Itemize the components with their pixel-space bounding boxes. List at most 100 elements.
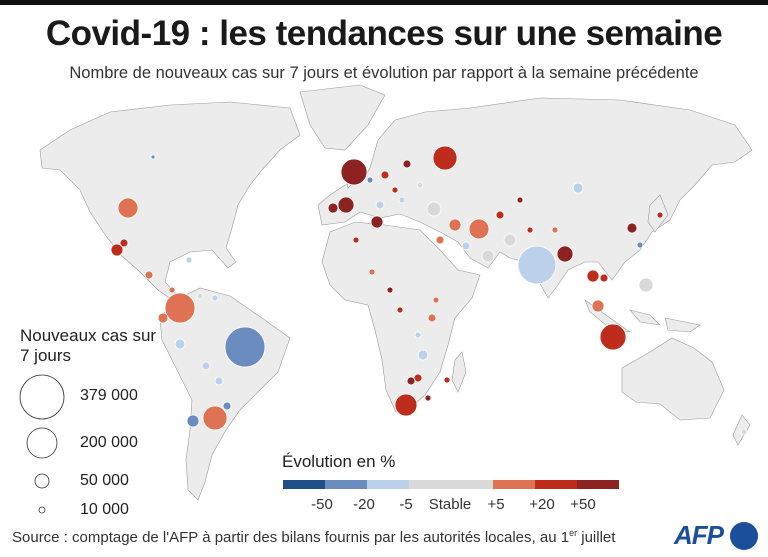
color-legend-swatch bbox=[367, 480, 409, 489]
country-bubble bbox=[406, 376, 416, 386]
country-bubble bbox=[110, 243, 124, 257]
color-legend-label: -50 bbox=[311, 496, 333, 513]
greenland bbox=[299, 84, 386, 151]
source-note: Source : comptage de l'AFP à partir des … bbox=[12, 528, 615, 546]
top-bar bbox=[0, 0, 768, 5]
country-bubble bbox=[461, 241, 471, 251]
source-suffix: juillet bbox=[577, 529, 616, 546]
country-bubble bbox=[432, 296, 440, 304]
country-bubble bbox=[164, 292, 196, 324]
size-legend-circle bbox=[34, 473, 50, 489]
country-bubble bbox=[417, 349, 429, 361]
country-bubble bbox=[174, 338, 186, 350]
country-bubble bbox=[119, 238, 129, 248]
color-legend-label: +20 bbox=[529, 496, 555, 513]
afp-logo: AFP bbox=[674, 520, 724, 550]
country-bubble bbox=[426, 201, 442, 217]
country-bubble bbox=[468, 218, 490, 240]
country-bubble bbox=[432, 145, 458, 171]
country-bubble bbox=[636, 241, 644, 249]
country-bubble bbox=[556, 245, 574, 263]
color-legend-swatch bbox=[577, 480, 619, 489]
country-bubble bbox=[340, 158, 368, 186]
color-legend-title: Évolution en % bbox=[282, 452, 396, 471]
country-bubble bbox=[424, 394, 432, 402]
country-bubble bbox=[740, 428, 748, 436]
color-legend-label: +5 bbox=[487, 496, 505, 513]
country-bubble bbox=[211, 294, 219, 302]
color-legend-label: +50 bbox=[570, 496, 596, 513]
country-bubble bbox=[394, 393, 418, 417]
country-bubble bbox=[396, 306, 404, 314]
color-legend-swatch bbox=[535, 480, 577, 489]
country-bubble bbox=[599, 273, 609, 283]
africa bbox=[321, 221, 481, 413]
color-legend-label: -5 bbox=[399, 496, 413, 513]
color-legend-swatch bbox=[493, 480, 535, 489]
country-bubble bbox=[196, 292, 204, 300]
eurasia bbox=[317, 97, 753, 299]
source-text: Source : comptage de l'AFP à partir des … bbox=[12, 529, 570, 546]
country-bubble bbox=[150, 154, 156, 160]
color-legend-swatch bbox=[409, 480, 493, 489]
country-bubble bbox=[448, 218, 462, 232]
country-bubble bbox=[117, 197, 139, 219]
country-bubble bbox=[214, 376, 224, 386]
country-bubble bbox=[391, 186, 399, 194]
country-bubble bbox=[435, 235, 445, 245]
australia bbox=[621, 337, 725, 421]
country-bubble bbox=[599, 323, 627, 351]
country-bubble bbox=[368, 268, 376, 276]
page-title: Covid-19 : les tendances sur une semaine bbox=[45, 14, 723, 53]
country-bubble bbox=[157, 312, 169, 324]
country-bubble bbox=[656, 211, 664, 219]
country-bubble bbox=[626, 222, 638, 234]
size-legend-circle bbox=[26, 427, 58, 459]
country-bubble bbox=[337, 196, 355, 214]
color-legend-label: -20 bbox=[353, 496, 375, 513]
country-bubble bbox=[427, 313, 437, 323]
country-bubble bbox=[503, 233, 517, 247]
country-bubble bbox=[370, 215, 384, 229]
country-bubble bbox=[352, 236, 360, 244]
size-legend-circle bbox=[19, 374, 65, 420]
country-bubble bbox=[222, 401, 232, 411]
size-legend-label: 379 000 bbox=[80, 387, 138, 404]
country-bubble bbox=[202, 405, 228, 431]
country-bubble bbox=[224, 326, 266, 368]
country-bubble bbox=[375, 200, 385, 210]
north-america bbox=[39, 101, 301, 303]
country-bubble bbox=[201, 361, 211, 371]
country-bubble bbox=[386, 286, 394, 294]
size-legend-label: 10 000 bbox=[80, 501, 129, 518]
country-bubble bbox=[144, 270, 154, 280]
color-legend-label: Stable bbox=[428, 496, 472, 513]
country-bubble bbox=[517, 245, 557, 285]
madagascar bbox=[451, 351, 467, 393]
country-bubble bbox=[443, 376, 451, 384]
afp-logo-dot bbox=[730, 522, 758, 550]
country-bubble bbox=[586, 269, 600, 283]
size-legend-circle bbox=[38, 506, 46, 514]
country-bubble bbox=[572, 182, 584, 194]
color-legend-swatch bbox=[283, 480, 325, 489]
country-bubble bbox=[638, 277, 654, 293]
country-bubble bbox=[327, 202, 339, 214]
country-bubble bbox=[402, 159, 412, 169]
country-bubble bbox=[185, 256, 193, 264]
size-legend-title: Nouveaux cas sur 7 jours bbox=[20, 326, 157, 365]
country-bubble bbox=[526, 226, 534, 234]
size-legend-label: 50 000 bbox=[80, 472, 129, 489]
country-bubble bbox=[591, 299, 605, 313]
country-bubble bbox=[416, 181, 424, 189]
source-sup: er bbox=[569, 528, 578, 538]
country-bubble bbox=[414, 331, 422, 339]
country-bubble bbox=[168, 286, 176, 294]
color-legend-swatch bbox=[325, 480, 367, 489]
country-bubble bbox=[495, 210, 505, 220]
country-bubble bbox=[380, 170, 390, 180]
country-bubble bbox=[551, 226, 559, 234]
country-bubble bbox=[481, 249, 495, 263]
